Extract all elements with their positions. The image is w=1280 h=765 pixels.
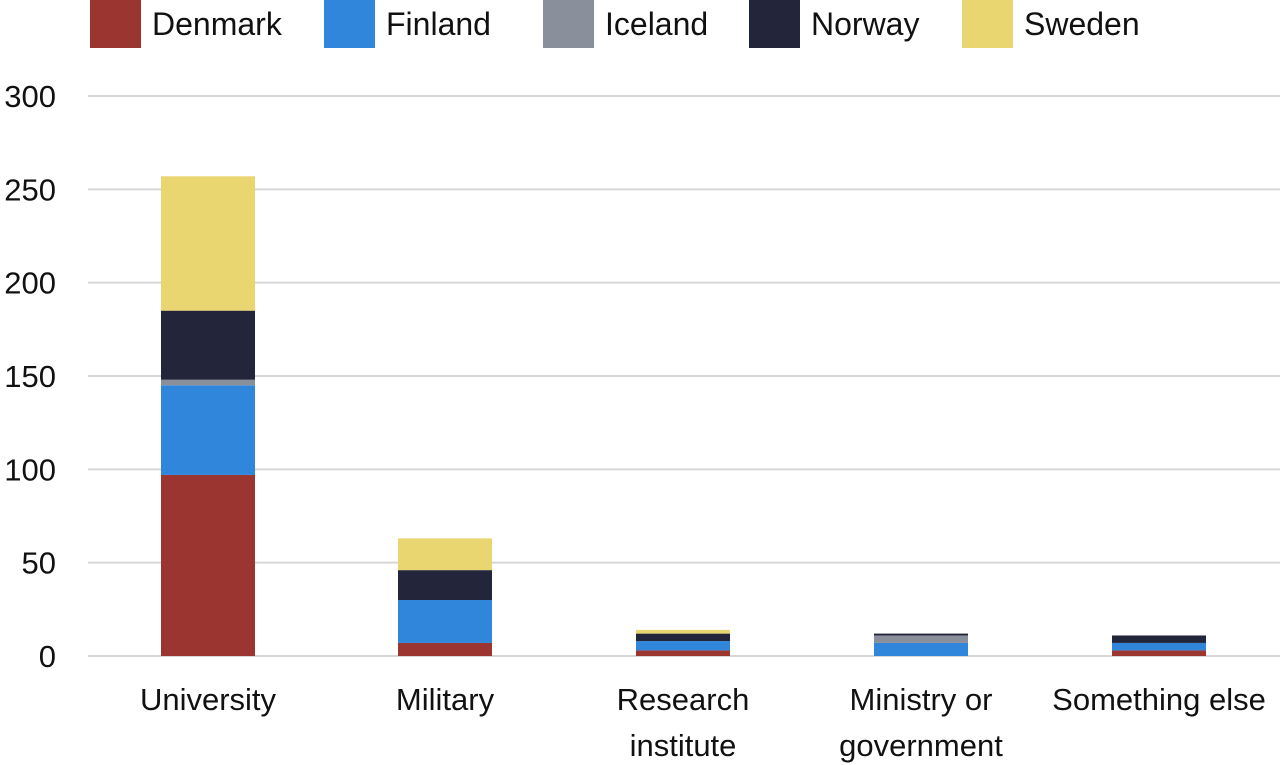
bar-1-denmark — [398, 642, 492, 656]
bar-4-denmark — [1112, 650, 1206, 656]
legend-label-denmark: Denmark — [152, 6, 283, 42]
x-axis: University Military Research institute Minis… — [140, 682, 1266, 763]
legend-swatch-norway — [749, 0, 800, 48]
legend-item-finland: Finland — [324, 0, 491, 48]
bar-0-finland — [161, 385, 255, 475]
y-tick-label-100: 100 — [4, 452, 56, 487]
legend-swatch-iceland — [543, 0, 594, 48]
bar-4-finland — [1112, 642, 1206, 651]
x-category-label-3-0: Ministry or — [850, 682, 993, 717]
legend-item-sweden: Sweden — [962, 0, 1140, 48]
x-category-label-1-0: Military — [396, 682, 495, 717]
legend-label-finland: Finland — [386, 6, 491, 42]
y-tick-label-50: 50 — [22, 546, 56, 581]
legend-item-denmark: Denmark — [90, 0, 283, 48]
x-category-label-4-0: Something else — [1052, 682, 1266, 717]
bar-1-norway — [398, 570, 492, 600]
bar-2-norway — [636, 633, 730, 642]
y-axis: 0 50 100 150 200 250 300 — [4, 79, 56, 674]
bar-0-norway — [161, 310, 255, 380]
x-category-label-2-0: Research — [617, 682, 750, 717]
legend-swatch-sweden — [962, 0, 1013, 48]
bar-3-finland — [874, 642, 968, 656]
bar-3-norway — [874, 633, 968, 636]
legend: Denmark Finland Iceland Norway Sweden — [90, 0, 1140, 48]
y-tick-label-300: 300 — [4, 79, 56, 114]
bar-2-finland — [636, 641, 730, 651]
bar-2-sweden — [636, 629, 730, 634]
bar-4-norway — [1112, 635, 1206, 643]
bar-1-finland — [398, 600, 492, 643]
bar-0-iceland — [161, 379, 255, 386]
legend-label-norway: Norway — [811, 6, 919, 42]
legend-label-iceland: Iceland — [605, 6, 708, 42]
legend-swatch-finland — [324, 0, 375, 48]
bar-0-denmark — [161, 474, 255, 656]
legend-swatch-denmark — [90, 0, 141, 48]
legend-item-norway: Norway — [749, 0, 919, 48]
y-tick-label-150: 150 — [4, 359, 56, 394]
gridlines — [88, 95, 1280, 657]
x-category-label-2-1: institute — [630, 728, 737, 763]
y-tick-label-0: 0 — [39, 639, 56, 674]
bar-3-iceland — [874, 635, 968, 643]
x-category-label-0-0: University — [140, 682, 277, 717]
bars — [161, 176, 1206, 656]
bar-0-sweden — [161, 176, 255, 311]
legend-label-sweden: Sweden — [1024, 6, 1140, 42]
y-tick-label-200: 200 — [4, 266, 56, 301]
bar-2-denmark — [636, 650, 730, 656]
y-tick-label-250: 250 — [4, 172, 56, 207]
legend-item-iceland: Iceland — [543, 0, 708, 48]
x-category-label-3-1: government — [839, 728, 1003, 763]
bar-1-sweden — [398, 538, 492, 571]
